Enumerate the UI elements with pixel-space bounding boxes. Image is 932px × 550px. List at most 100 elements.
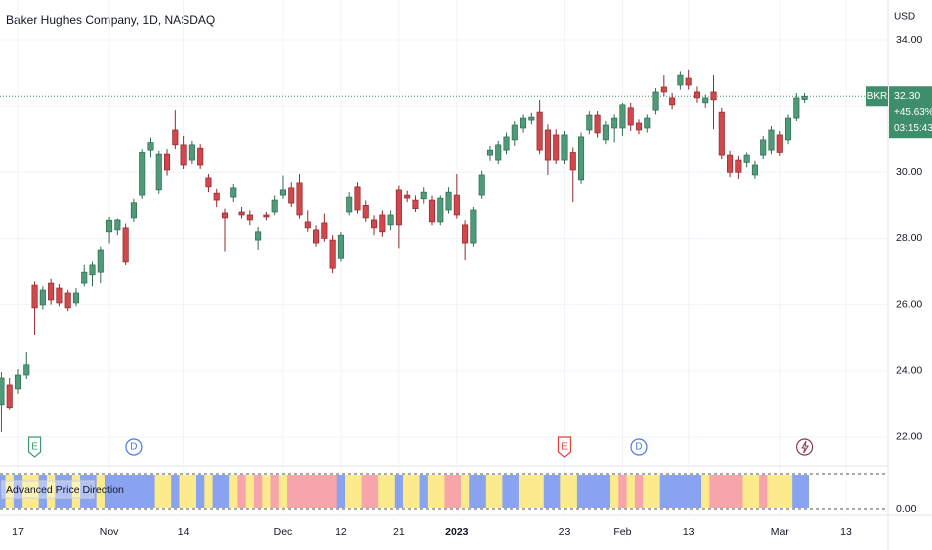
direction-block: [38, 475, 48, 508]
direction-block: [626, 475, 636, 508]
direction-block: [262, 475, 271, 508]
direction-block: [46, 475, 56, 508]
candle-body: [710, 91, 717, 101]
event-marker: E: [557, 436, 572, 458]
direction-block: [725, 475, 735, 508]
direction-block: [295, 475, 304, 508]
indicator-tick-label: 0.00: [896, 503, 917, 515]
direction-block: [568, 475, 578, 508]
event-badge: [630, 438, 648, 456]
direction-block: [96, 475, 106, 508]
candle-body: [213, 192, 220, 201]
y-tick-label: 22.00: [896, 431, 922, 443]
candle-body: [528, 116, 535, 121]
y-tick-label: 24.00: [896, 365, 922, 377]
x-tick-label: 21: [393, 526, 405, 538]
candle-body: [48, 282, 55, 301]
direction-block: [593, 475, 603, 508]
candle-body: [97, 249, 104, 273]
candle-body: [495, 144, 502, 161]
direction-block: [634, 475, 644, 508]
direction-block: [13, 475, 23, 508]
candle-body: [370, 219, 378, 229]
direction-block: [311, 475, 321, 508]
candle-body: [205, 177, 212, 188]
candle-body: [611, 117, 618, 129]
direction-block: [245, 475, 255, 508]
y-tick-label: 26.00: [896, 298, 922, 310]
direction-block: [212, 475, 222, 508]
direction-block: [270, 475, 280, 508]
direction-block: [576, 475, 586, 508]
candle-body: [751, 164, 758, 176]
y-tick-label: 34.00: [896, 34, 922, 46]
candle-body: [743, 154, 750, 163]
direction-block: [345, 475, 354, 508]
direction-block: [692, 475, 702, 508]
direction-block: [187, 475, 197, 508]
x-tick-label: Mar: [771, 526, 790, 538]
candle-body: [72, 292, 80, 304]
x-tick-label: Nov: [100, 526, 119, 538]
direction-block: [717, 475, 727, 508]
direction-block: [229, 475, 238, 508]
indicator-label-box: [1, 480, 95, 499]
event-marker: [795, 438, 814, 456]
direction-block: [411, 475, 420, 508]
direction-block: [552, 475, 561, 508]
direction-block: [30, 475, 39, 508]
candle-body: [561, 134, 568, 161]
event-marker: D: [630, 438, 648, 456]
direction-block: [419, 475, 429, 508]
candle-body: [238, 211, 245, 216]
candle-body: [163, 153, 171, 171]
candle-body: [569, 152, 576, 171]
candle-body: [718, 111, 725, 156]
x-tick-label: 17: [12, 526, 24, 538]
direction-block: [303, 475, 313, 508]
candle-body: [155, 153, 162, 191]
candle-body: [776, 134, 783, 153]
candle-body: [106, 219, 113, 233]
event-icon: [801, 440, 810, 454]
candle-body: [428, 199, 436, 223]
direction-block: [436, 475, 445, 508]
candle-body: [172, 129, 179, 146]
direction-block: [618, 475, 627, 508]
candle-body: [627, 107, 634, 126]
direction-block: [684, 475, 694, 508]
direction-block: [502, 475, 511, 508]
candle-body: [321, 222, 328, 239]
direction-block: [196, 475, 205, 508]
candle-body: [586, 114, 593, 131]
candle-body: [685, 77, 692, 86]
direction-block: [113, 475, 122, 508]
direction-block: [287, 475, 296, 508]
candle-body: [296, 182, 303, 216]
direction-block: [403, 475, 412, 508]
candle-body: [544, 129, 551, 161]
direction-block: [394, 475, 404, 508]
chart-title: Baker Hughes Company, 1D, NASDAQ: [6, 13, 215, 27]
candle-body: [462, 224, 469, 244]
event-label: E: [31, 442, 38, 453]
candle-body: [437, 197, 444, 223]
candle-body: [602, 124, 609, 141]
direction-block: [460, 475, 470, 508]
x-tick-label: Dec: [274, 526, 293, 538]
event-label: D: [130, 442, 137, 453]
candle-body: [122, 227, 129, 263]
candle-body: [768, 129, 775, 151]
direction-block: [750, 475, 760, 508]
price-tag-countdown: 03:15:43: [894, 123, 932, 134]
candle-body: [511, 124, 518, 141]
direction-block: [129, 475, 139, 508]
direction-block: [535, 475, 545, 508]
candle-body: [362, 205, 369, 219]
candle-body: [89, 264, 96, 276]
direction-block: [71, 475, 81, 508]
candle-body: [660, 86, 667, 93]
candle-body: [677, 74, 684, 86]
direction-block: [361, 475, 371, 508]
direction-block: [709, 475, 718, 508]
